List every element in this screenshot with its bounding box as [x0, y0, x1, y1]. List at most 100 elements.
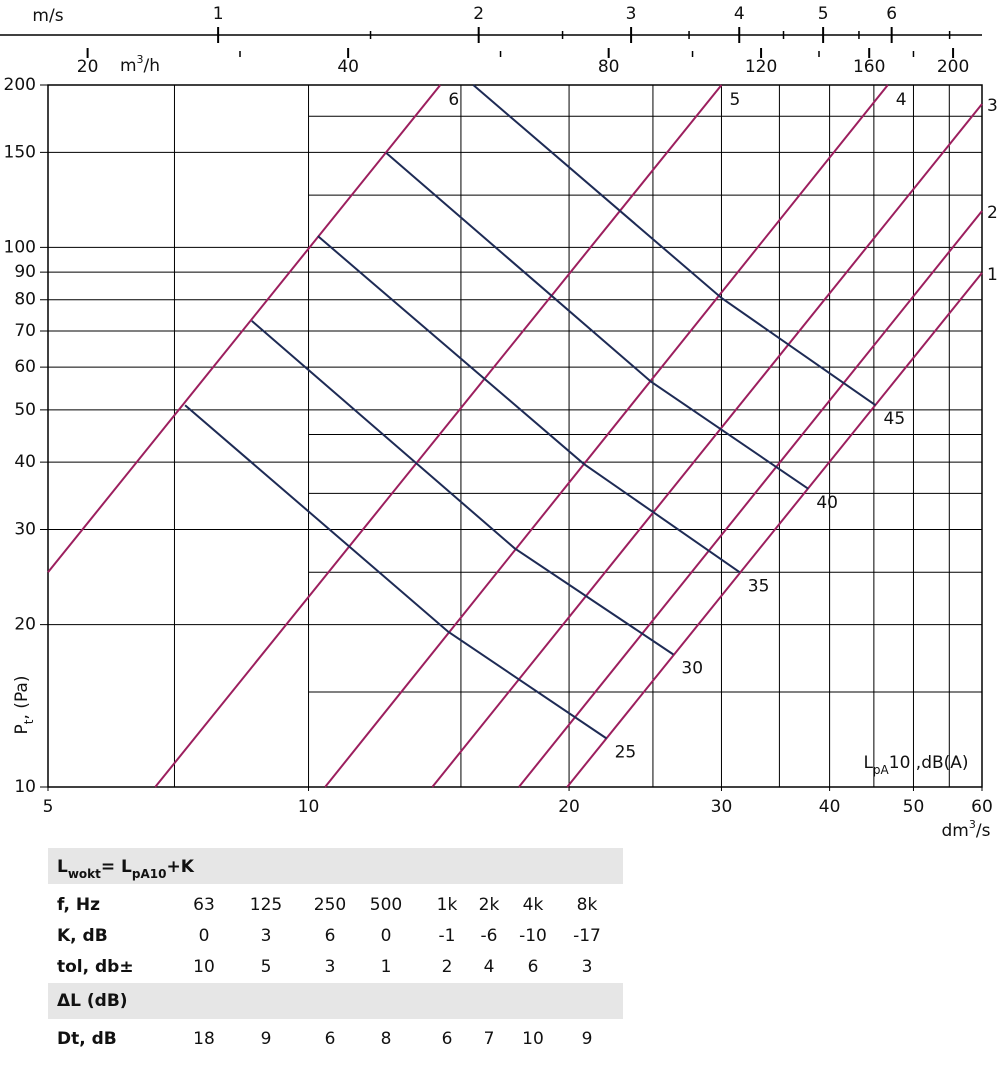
table-cell: 1 — [381, 957, 392, 977]
table-cell: 1k — [437, 895, 458, 915]
x-tick-label: 50 — [903, 797, 925, 817]
table-cell: 18 — [193, 1029, 215, 1049]
table-cell: 3 — [325, 957, 336, 977]
table-cell: 7 — [484, 1029, 495, 1049]
x-tick-label: 40 — [819, 797, 841, 817]
top-tick-label: 40 — [337, 57, 359, 77]
label-part: wokt — [68, 867, 101, 881]
label-part: m/s — [32, 6, 63, 26]
curve-label: 45 — [884, 409, 906, 429]
table-cell: -1 — [439, 926, 456, 946]
x-axis-title: dm3/s — [942, 818, 991, 842]
curve-label: 2 — [987, 203, 998, 223]
table-cell: 2 — [442, 957, 453, 977]
curve — [518, 210, 983, 788]
x-tick-label: 20 — [558, 797, 580, 817]
top-axis-title: m/s — [32, 6, 63, 26]
label-part: /s — [976, 821, 991, 841]
table-cell: 63 — [193, 895, 215, 915]
x-tick-label: 30 — [711, 797, 733, 817]
label-part: 10 ,dB(A) — [889, 753, 969, 773]
table-cell: -10 — [519, 926, 547, 946]
label-part: m — [120, 56, 137, 76]
y-tick-label: 150 — [4, 142, 36, 162]
top-tick-label: 120 — [745, 57, 777, 77]
curve-label: 6 — [448, 90, 459, 110]
table-cell: 125 — [250, 895, 282, 915]
table-band — [48, 848, 623, 884]
curve-label: 35 — [748, 576, 770, 596]
plot-frame — [47, 84, 983, 788]
table-cell: 6 — [442, 1029, 453, 1049]
label-part: 3 — [137, 53, 144, 66]
label-part: = L — [101, 857, 132, 877]
curve — [324, 84, 889, 788]
label-part: P — [12, 724, 32, 734]
table-cell: 10 — [193, 957, 215, 977]
table-cell: -17 — [573, 926, 601, 946]
y-axis-title: Pt, (Pa) — [12, 676, 36, 735]
y-tick-label: 70 — [14, 321, 36, 341]
table-cell: -6 — [481, 926, 498, 946]
label-part: L — [57, 857, 68, 877]
table-cell: 3 — [261, 926, 272, 946]
table-cell: 6 — [325, 1029, 336, 1049]
curve-label: 3 — [987, 96, 998, 116]
curve-label: 40 — [816, 493, 838, 513]
y-tick-label: 10 — [14, 777, 36, 797]
top-tick-label: 20 — [77, 57, 99, 77]
curve — [251, 320, 674, 656]
table-cell: 9 — [582, 1029, 593, 1049]
table-cell: 3 — [582, 957, 593, 977]
table-cell: 2k — [479, 895, 500, 915]
table-cell: 9 — [261, 1029, 272, 1049]
table-band — [48, 983, 623, 1019]
table-cell: 250 — [314, 895, 346, 915]
table-cell: 0 — [199, 926, 210, 946]
top-axis-title: m3/h — [120, 53, 160, 77]
table-cell: 4k — [523, 895, 544, 915]
top-tick-label: 1 — [213, 4, 224, 24]
top-tick-label: 5 — [818, 4, 829, 24]
label-part: pA10 — [132, 867, 167, 881]
top-tick-label: 80 — [598, 57, 620, 77]
curve-label: 5 — [729, 90, 740, 110]
curve-label: 25 — [615, 742, 637, 762]
table-cell: 500 — [370, 895, 402, 915]
y-tick-label: 60 — [14, 357, 36, 377]
table-row-label: tol, db± — [57, 957, 134, 977]
top-tick-label: 160 — [853, 57, 885, 77]
table-formula: Lwokt= LpA10+K — [57, 857, 195, 881]
x-tick-label: 10 — [298, 797, 320, 817]
annotation: LpA10 ,dB(A) — [863, 753, 968, 777]
label-part: , (Pa) — [12, 676, 32, 720]
table-section: ΔL (dB) — [57, 991, 128, 1011]
label-part: +K — [166, 857, 194, 877]
table-row-label: K, dB — [57, 926, 108, 946]
curve — [47, 84, 442, 573]
y-tick-label: 30 — [14, 520, 36, 540]
top-tick-label: 4 — [734, 4, 745, 24]
y-tick-label: 100 — [4, 237, 36, 257]
y-tick-label: 200 — [4, 75, 36, 95]
curve — [154, 84, 723, 788]
table-cell: 6 — [528, 957, 539, 977]
curve — [566, 272, 983, 788]
curve — [317, 235, 741, 574]
top-tick-label: 6 — [886, 4, 897, 24]
top-tick-label: 200 — [937, 57, 969, 77]
y-tick-label: 40 — [14, 452, 36, 472]
table-cell: 0 — [381, 926, 392, 946]
label-part: pA — [873, 763, 890, 777]
label-part: dm — [942, 821, 969, 841]
table-row-label: f, Hz — [57, 895, 100, 915]
label-part: t — [22, 719, 36, 724]
y-tick-label: 80 — [14, 290, 36, 310]
curve — [472, 84, 877, 407]
table-cell: 6 — [325, 926, 336, 946]
table-cell: 10 — [522, 1029, 544, 1049]
table-cell: 4 — [484, 957, 495, 977]
table-cell: 5 — [261, 957, 272, 977]
label-part: L — [863, 753, 873, 773]
